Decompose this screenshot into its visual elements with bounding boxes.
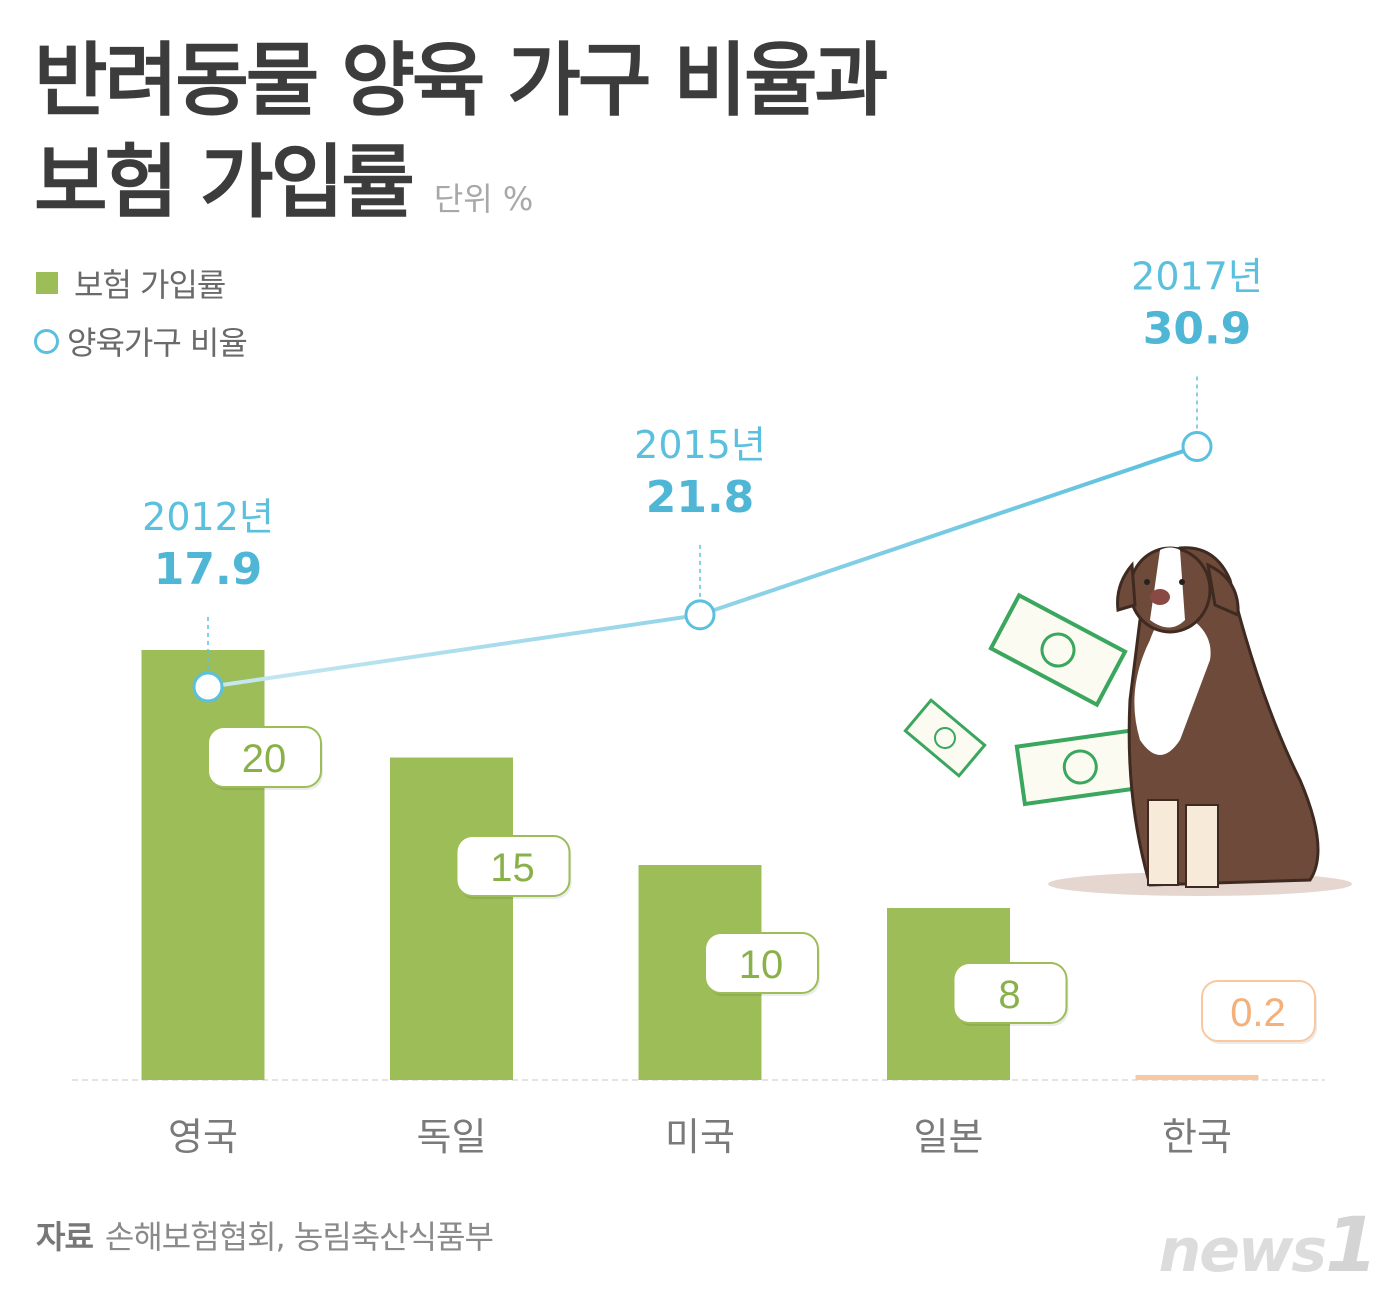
legend-bar-label: 보험 가입률 xyxy=(74,266,226,304)
data-label: 10 xyxy=(739,943,784,987)
data-label: 8 xyxy=(998,973,1020,1017)
bar-1 xyxy=(390,757,513,1080)
data-label-box xyxy=(207,726,322,788)
line-point-0 xyxy=(192,671,224,703)
data-label-box xyxy=(952,962,1068,1024)
bar-0 xyxy=(141,650,265,1080)
line-point-1 xyxy=(684,599,716,631)
line-point-2 xyxy=(1181,431,1213,462)
data-label: 0.2 xyxy=(1230,991,1286,1035)
legend-line-label: 양육가구 비율 xyxy=(67,324,248,362)
line-year-label: 2017년 xyxy=(1131,255,1263,299)
dog-with-money-icon xyxy=(903,546,1352,896)
x-tick-label: 독일 xyxy=(417,1115,487,1159)
line-value-label: 17.9 xyxy=(154,544,263,595)
source-text: 손해보험협회, 농림축산식품부 xyxy=(104,1218,494,1256)
line-year-label: 2012년 xyxy=(142,495,274,539)
x-tick-label: 미국 xyxy=(665,1115,735,1159)
bar-4 xyxy=(1135,1075,1259,1080)
data-label-box xyxy=(704,932,819,994)
chart-title: 반려동물 양육 가구 비율과 보험 가입률 단위 % xyxy=(34,30,888,250)
legend-line-marker xyxy=(34,328,59,354)
data-label: 20 xyxy=(242,737,287,781)
source: 자료 손해보험협회, 농림축산식품부 xyxy=(36,1212,494,1258)
data-label-box xyxy=(1201,980,1316,1042)
legend-bar-swatch xyxy=(36,272,58,294)
title-line-1: 반려동물 양육 가구 비율과 xyxy=(34,34,888,127)
data-label-box xyxy=(455,835,571,897)
legend-line: 양육가구 비율 xyxy=(34,318,248,364)
line-year-label: 2015년 xyxy=(634,423,766,467)
x-tick-label: 한국 xyxy=(1162,1115,1232,1159)
source-label: 자료 xyxy=(36,1218,94,1256)
data-label: 15 xyxy=(490,846,535,890)
title-line-2: 보험 가입률 xyxy=(34,136,415,229)
x-tick-label: 일본 xyxy=(914,1115,984,1159)
legend-bar: 보험 가입률 xyxy=(36,260,226,306)
unit-label: 단위 % xyxy=(433,180,534,218)
line-value-label: 30.9 xyxy=(1143,304,1252,355)
line-value-label: 21.8 xyxy=(646,472,755,523)
news1-logo: news1 xyxy=(1158,1200,1378,1289)
x-tick-label: 영국 xyxy=(168,1115,238,1159)
